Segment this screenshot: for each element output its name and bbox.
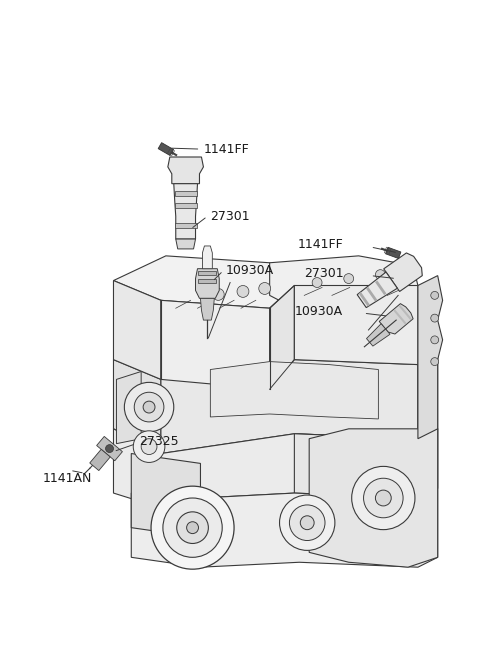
Circle shape [143, 401, 155, 413]
Polygon shape [113, 429, 438, 508]
Circle shape [133, 431, 165, 462]
Text: 27325: 27325 [139, 435, 179, 448]
Circle shape [237, 285, 249, 297]
Circle shape [431, 314, 439, 322]
Polygon shape [270, 256, 418, 308]
Polygon shape [131, 488, 438, 567]
Polygon shape [203, 246, 212, 269]
Polygon shape [168, 157, 204, 184]
Polygon shape [131, 453, 201, 537]
FancyBboxPatch shape [175, 191, 196, 195]
Circle shape [124, 382, 174, 432]
FancyBboxPatch shape [199, 279, 216, 283]
Circle shape [259, 283, 271, 295]
Polygon shape [294, 429, 438, 498]
Polygon shape [161, 300, 270, 389]
Text: 27301: 27301 [210, 210, 250, 223]
Circle shape [177, 512, 208, 543]
Circle shape [151, 486, 234, 569]
Polygon shape [270, 285, 294, 389]
Circle shape [187, 522, 199, 533]
Circle shape [431, 291, 439, 299]
Polygon shape [113, 281, 161, 379]
Polygon shape [113, 256, 294, 308]
Text: 10930A: 10930A [226, 264, 274, 277]
Polygon shape [385, 247, 401, 258]
Polygon shape [201, 298, 214, 320]
Text: 10930A: 10930A [294, 304, 343, 318]
Text: 1141FF: 1141FF [297, 239, 343, 251]
Circle shape [134, 392, 164, 422]
Polygon shape [210, 361, 378, 419]
Circle shape [141, 439, 157, 455]
Polygon shape [90, 449, 110, 470]
Polygon shape [195, 269, 219, 298]
Circle shape [431, 358, 439, 365]
Circle shape [289, 505, 325, 541]
Polygon shape [113, 359, 161, 453]
Polygon shape [158, 142, 174, 155]
Polygon shape [294, 285, 418, 365]
Circle shape [363, 478, 403, 518]
Circle shape [279, 495, 335, 550]
Circle shape [106, 445, 113, 453]
Polygon shape [309, 429, 438, 567]
Circle shape [212, 289, 224, 300]
Text: 27301: 27301 [304, 267, 344, 280]
Circle shape [352, 466, 415, 529]
Polygon shape [174, 184, 197, 239]
Circle shape [163, 498, 222, 558]
Polygon shape [418, 276, 443, 439]
Circle shape [312, 277, 322, 287]
Polygon shape [379, 304, 413, 334]
Polygon shape [357, 272, 397, 308]
Polygon shape [96, 436, 122, 461]
Circle shape [431, 336, 439, 344]
Circle shape [375, 270, 385, 279]
Polygon shape [367, 323, 390, 346]
Polygon shape [176, 239, 195, 249]
Circle shape [300, 516, 314, 529]
Polygon shape [418, 355, 438, 439]
Polygon shape [117, 371, 141, 443]
Polygon shape [384, 253, 422, 291]
Text: 1141AN: 1141AN [42, 472, 92, 485]
FancyBboxPatch shape [175, 203, 196, 209]
Circle shape [375, 490, 391, 506]
Circle shape [344, 274, 354, 283]
FancyBboxPatch shape [175, 223, 196, 228]
FancyBboxPatch shape [199, 271, 216, 275]
Polygon shape [161, 359, 418, 453]
Text: 1141FF: 1141FF [204, 142, 249, 155]
